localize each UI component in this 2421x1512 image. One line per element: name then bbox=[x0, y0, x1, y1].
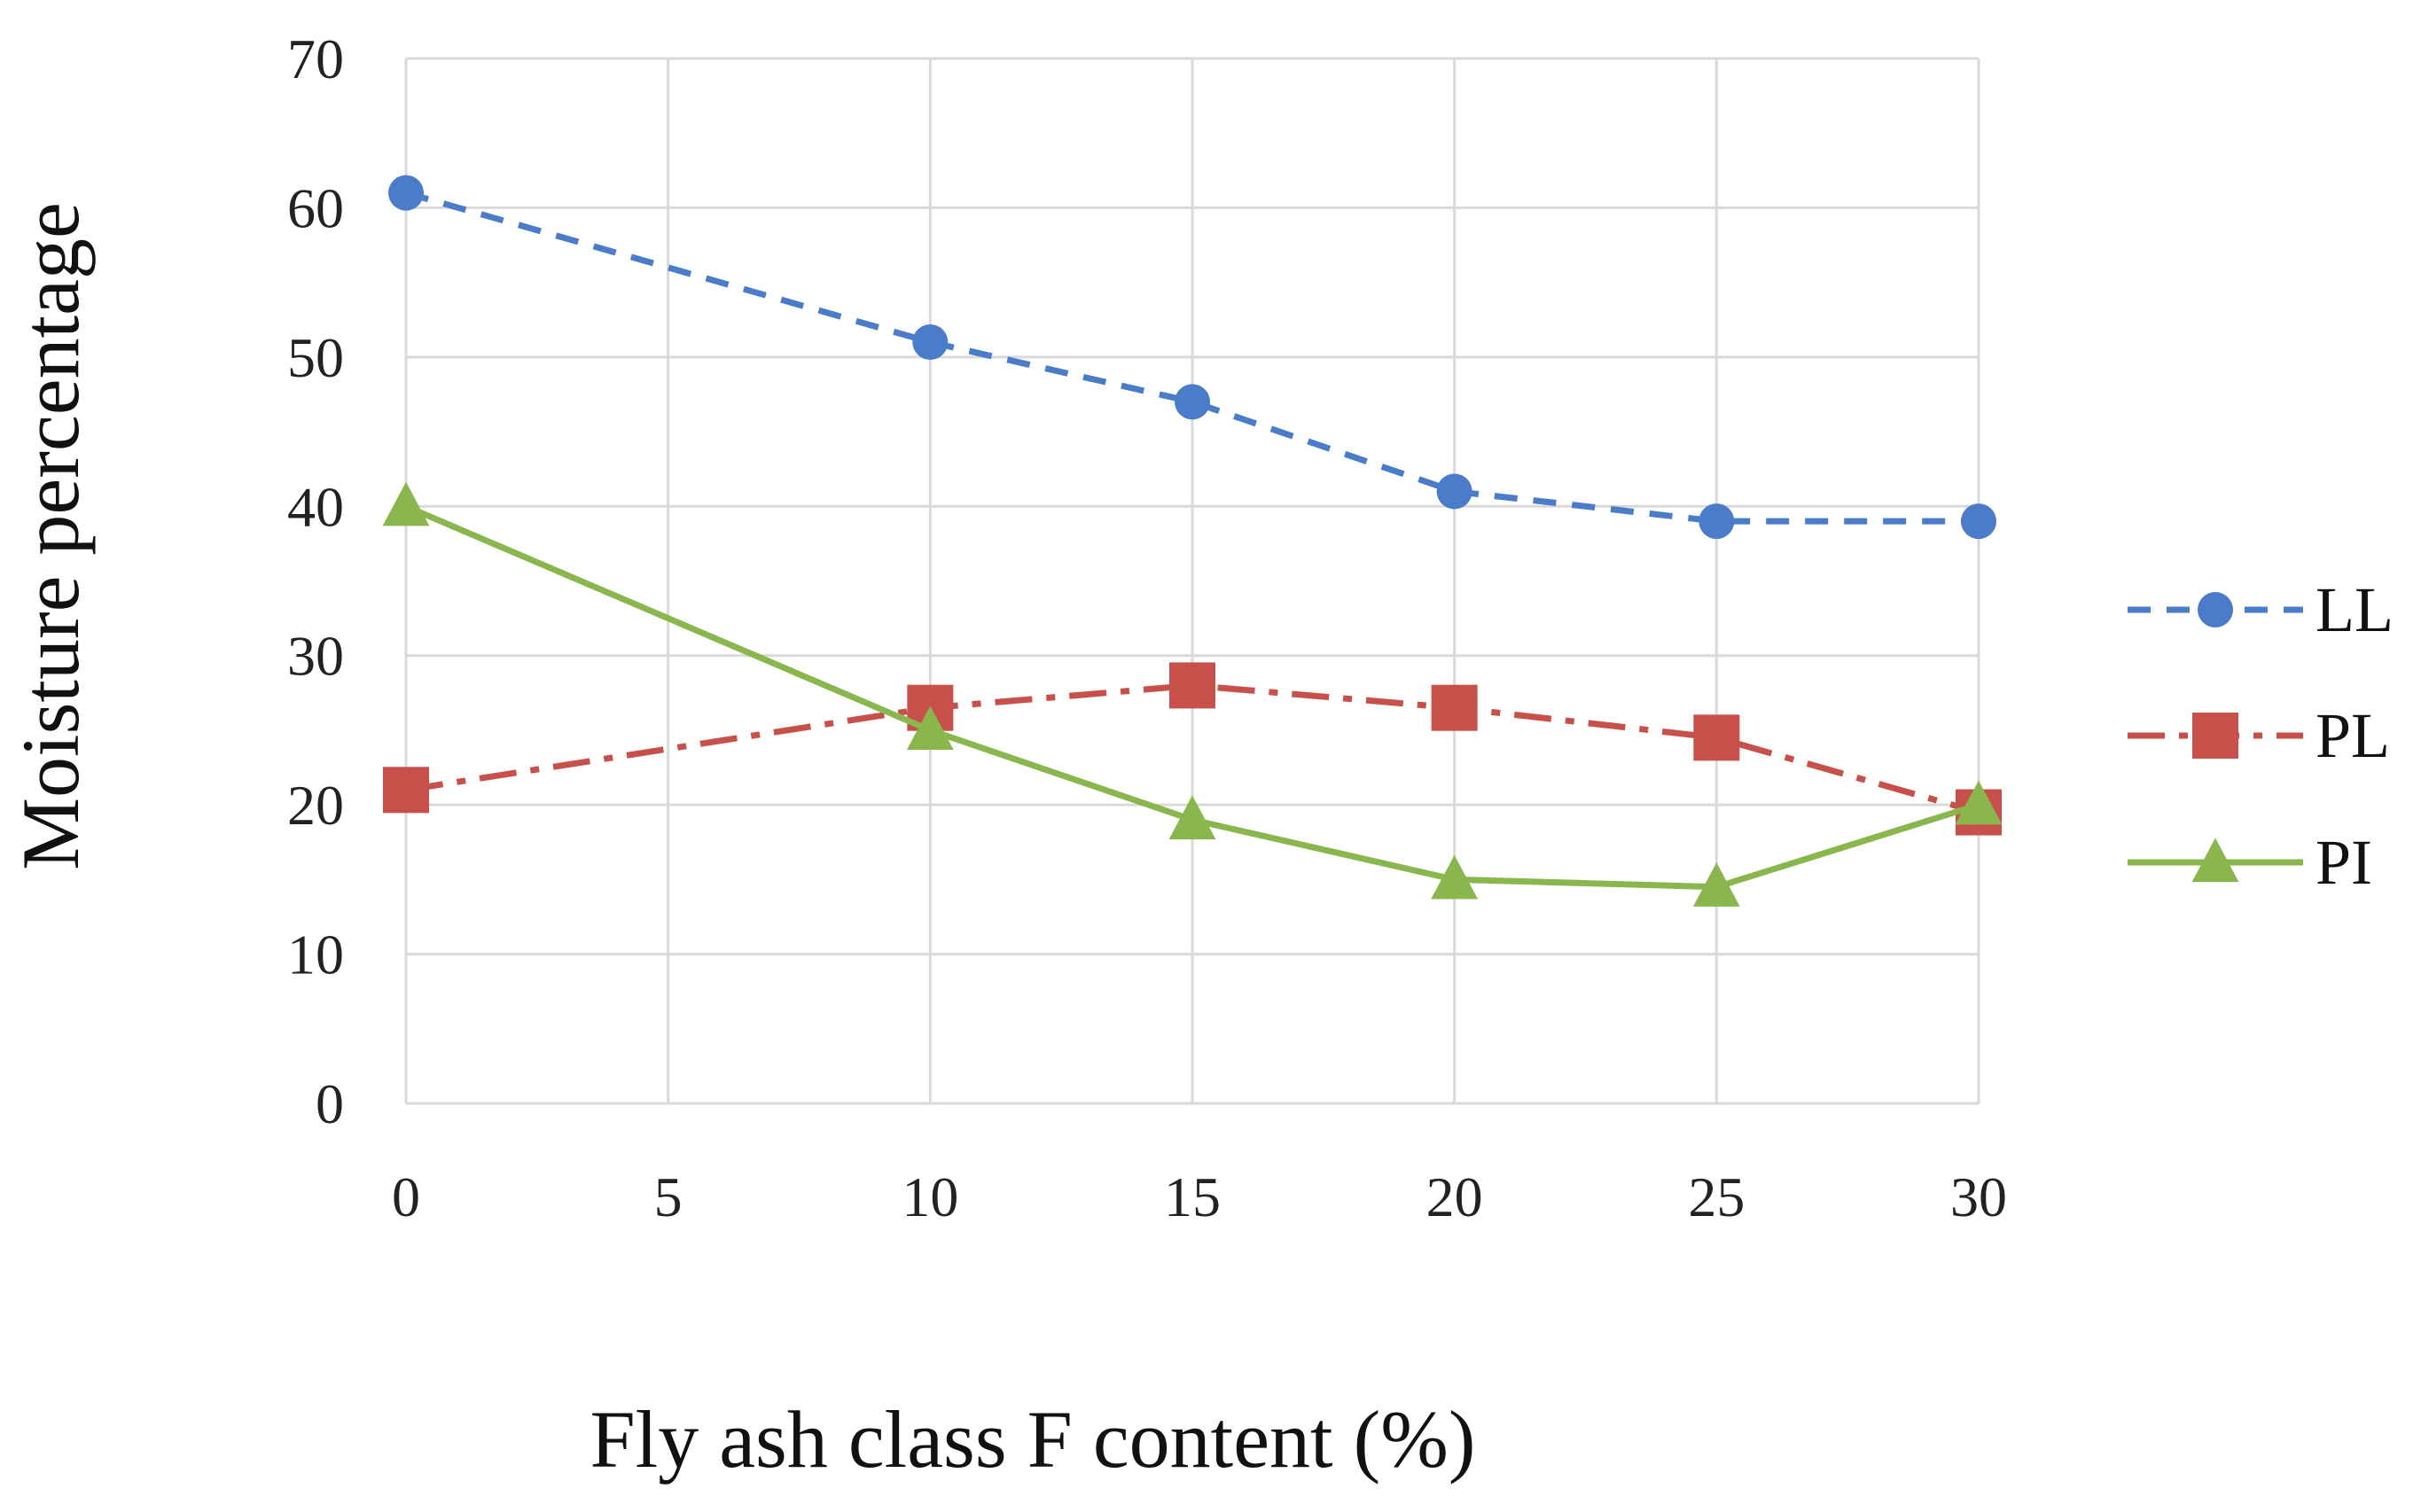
x-axis-title: Fly ash class F content (%) bbox=[590, 1394, 1475, 1485]
legend-item-pi: PI bbox=[2128, 827, 2372, 898]
legend-item-ll: LL bbox=[2128, 574, 2394, 645]
legend-marker bbox=[2192, 713, 2238, 759]
series-layer bbox=[382, 175, 2003, 907]
series-pi bbox=[382, 481, 2003, 907]
x-tick-label: 20 bbox=[1426, 1165, 1483, 1228]
data-point bbox=[1175, 384, 1210, 420]
legend-item-pl: PL bbox=[2128, 700, 2390, 771]
legend-marker bbox=[2198, 592, 2233, 627]
data-point bbox=[1699, 503, 1735, 540]
x-tick-label: 15 bbox=[1164, 1165, 1221, 1228]
series-line bbox=[405, 682, 1980, 815]
y-tick-label: 40 bbox=[287, 475, 344, 538]
legend-label: LL bbox=[2316, 574, 2394, 645]
legend-label: PI bbox=[2316, 827, 2372, 898]
y-tick-label: 20 bbox=[287, 774, 344, 837]
x-tick-label: 25 bbox=[1688, 1165, 1745, 1228]
series-line bbox=[405, 190, 1979, 525]
data-point bbox=[1693, 714, 1740, 761]
data-point bbox=[1955, 780, 2003, 825]
y-tick-label: 10 bbox=[287, 924, 344, 986]
data-point bbox=[1692, 862, 1740, 907]
data-point bbox=[1436, 473, 1472, 510]
data-point bbox=[383, 767, 429, 814]
legend-marker bbox=[2191, 838, 2239, 883]
y-tick-label: 50 bbox=[287, 326, 344, 389]
x-tick-label: 0 bbox=[392, 1165, 420, 1228]
y-tick-label: 60 bbox=[287, 176, 344, 239]
x-tick-label: 30 bbox=[1950, 1165, 2007, 1228]
y-tick-label: 70 bbox=[287, 27, 344, 90]
y-axis-title: Moisture percentage bbox=[5, 202, 96, 870]
data-point bbox=[1168, 795, 1216, 840]
x-tick-label: 5 bbox=[654, 1165, 683, 1228]
y-tick-label: 0 bbox=[316, 1072, 344, 1135]
x-tick-label: 10 bbox=[902, 1165, 958, 1228]
grid-lines bbox=[404, 57, 1980, 1105]
series-ll bbox=[388, 175, 1996, 540]
y-tick-label: 30 bbox=[287, 625, 344, 688]
data-point bbox=[388, 175, 424, 211]
data-point bbox=[906, 705, 954, 751]
series-line bbox=[404, 503, 1980, 891]
data-point bbox=[1431, 854, 1479, 900]
data-point bbox=[1431, 684, 1478, 731]
data-point bbox=[912, 324, 949, 361]
data-point bbox=[1961, 503, 1996, 540]
legend-label: PL bbox=[2316, 700, 2390, 771]
data-point bbox=[1169, 662, 1215, 709]
legend: LL PL PI bbox=[2128, 574, 2394, 898]
tick-labels: 0 10 20 30 40 50 60 70 0 5 10 15 20 25 30 bbox=[287, 27, 2007, 1228]
data-point bbox=[382, 481, 430, 526]
